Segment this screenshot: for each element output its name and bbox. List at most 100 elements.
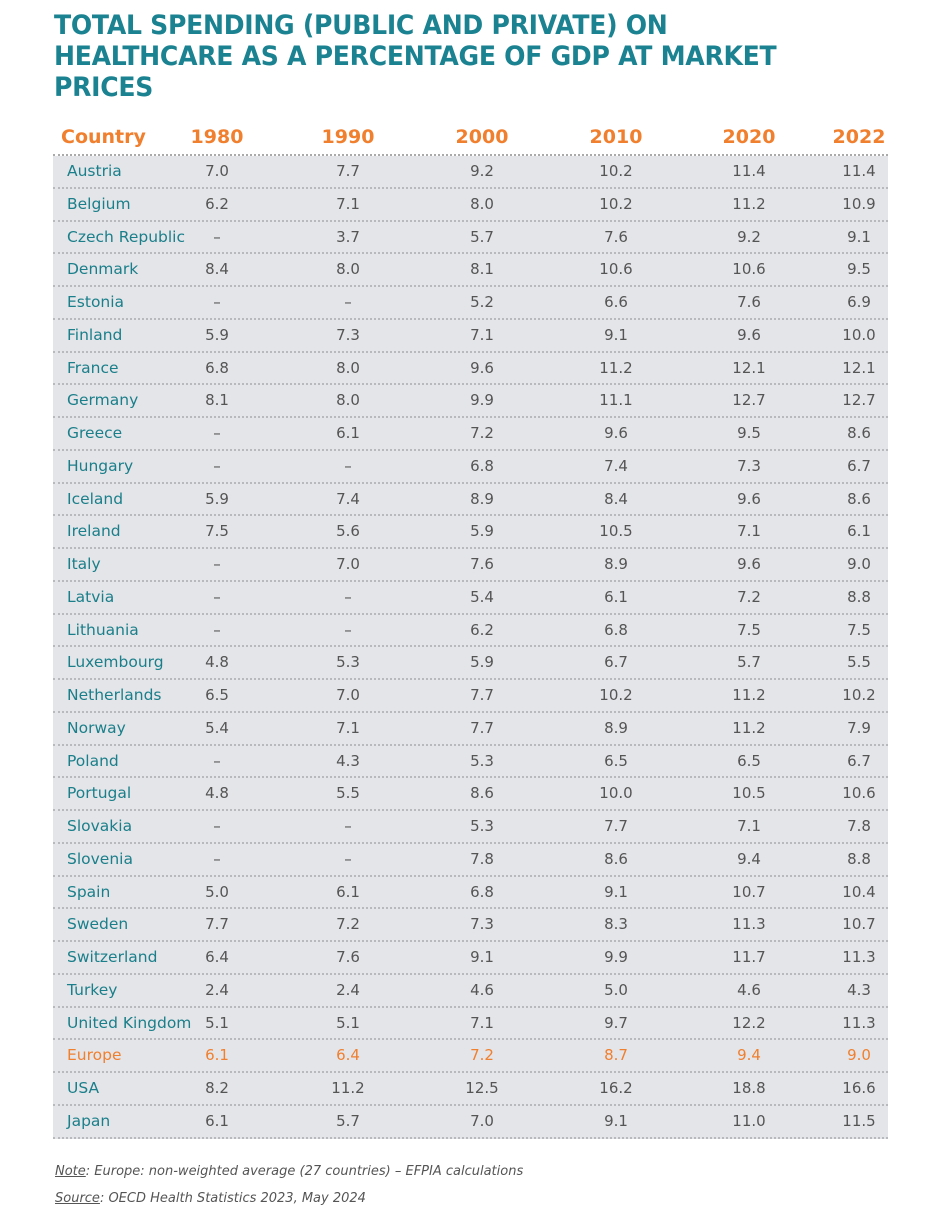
- country-cell: Finland: [67, 325, 123, 344]
- country-cell: Japan: [67, 1111, 111, 1130]
- table-row: Ireland 7.5 5.6 5.9 10.5 7.1 6.1: [53, 516, 888, 549]
- value-cell-2000: 5.3: [470, 751, 494, 770]
- table-row: Poland – 4.3 5.3 6.5 6.5 6.7: [53, 746, 888, 779]
- country-cell: Greece: [67, 424, 123, 442]
- value-cell-2020: 9.6: [737, 555, 761, 573]
- table-row: Norway 5.4 7.1 7.7 8.9 11.2 7.9: [53, 713, 888, 746]
- value-cell-1980: 2.4: [205, 980, 229, 999]
- value-cell-2022: 9.5: [847, 260, 871, 279]
- value-cell-1990: 7.1: [336, 194, 360, 213]
- value-cell-2022: 10.6: [842, 784, 876, 803]
- table-row: Estonia – – 5.2 6.6 7.6 6.9: [53, 287, 888, 320]
- value-cell-1980: 5.9: [205, 489, 229, 508]
- value-cell-2000: 7.7: [470, 686, 494, 704]
- table-row: Finland 5.9 7.3 7.1 9.1 9.6 10.0: [53, 320, 888, 353]
- country-cell: Lithuania: [67, 620, 139, 639]
- value-cell-2020: 9.5: [737, 424, 761, 442]
- table-row: Germany 8.1 8.0 9.9 11.1 12.7 12.7: [53, 385, 888, 418]
- value-cell-2022: 12.1: [842, 358, 876, 377]
- value-cell-2000: 8.0: [470, 194, 494, 213]
- note: Note: Europe: non-weighted average (27 c…: [55, 1158, 523, 1185]
- table-row: Sweden 7.7 7.2 7.3 8.3 11.3 10.7: [53, 909, 888, 942]
- country-cell: Germany: [67, 391, 139, 410]
- country-cell: Spain: [67, 882, 111, 901]
- value-cell-1980: –: [213, 555, 221, 573]
- country-cell: United Kingdom: [67, 1013, 192, 1032]
- value-cell-2010: 8.7: [604, 1046, 628, 1065]
- value-cell-1980: 5.4: [205, 718, 229, 737]
- value-cell-1990: 7.3: [336, 325, 360, 344]
- value-cell-2000: 6.8: [470, 456, 494, 475]
- value-cell-2000: 7.7: [470, 718, 494, 737]
- value-cell-2022: 12.7: [842, 391, 876, 410]
- value-cell-2022: 11.3: [842, 1013, 876, 1032]
- value-cell-1990: 5.6: [336, 522, 360, 541]
- value-cell-2010: 9.6: [604, 424, 628, 442]
- header-country: Country: [61, 126, 146, 148]
- country-cell: Portugal: [67, 784, 132, 803]
- value-cell-1990: –: [344, 587, 352, 606]
- header-2000: 2000: [455, 126, 509, 148]
- value-cell-2000: 9.1: [470, 948, 494, 966]
- value-cell-2020: 9.2: [737, 227, 761, 246]
- value-cell-1980: 6.2: [205, 194, 229, 213]
- value-cell-2000: 5.9: [470, 653, 494, 672]
- note-label: Note: [55, 1164, 86, 1179]
- value-cell-2000: 7.1: [470, 325, 494, 344]
- value-cell-1980: 6.1: [205, 1111, 229, 1130]
- table-row: Switzerland 6.4 7.6 9.1 9.9 11.7 11.3: [53, 942, 888, 975]
- value-cell-1990: 4.3: [336, 751, 360, 770]
- country-cell: France: [67, 358, 119, 377]
- value-cell-1990: 6.4: [336, 1046, 360, 1065]
- value-cell-2010: 10.2: [599, 162, 633, 180]
- value-cell-2020: 4.6: [737, 980, 761, 999]
- value-cell-2020: 12.1: [732, 358, 766, 377]
- value-cell-2020: 9.6: [737, 325, 761, 344]
- country-cell: Ireland: [67, 522, 121, 541]
- value-cell-1980: –: [213, 424, 221, 442]
- table-row: Greece – 6.1 7.2 9.6 9.5 8.6: [53, 418, 888, 451]
- value-cell-1980: 7.7: [205, 915, 229, 934]
- value-cell-2022: 4.3: [847, 980, 871, 999]
- value-cell-2010: 6.6: [604, 293, 628, 311]
- country-cell: Netherlands: [67, 686, 162, 704]
- table-row: Lithuania – – 6.2 6.8 7.5 7.5: [53, 615, 888, 648]
- value-cell-2022: 6.7: [847, 751, 871, 770]
- value-cell-2022: 10.9: [842, 194, 876, 213]
- value-cell-2020: 11.2: [732, 718, 766, 737]
- value-cell-2000: 8.9: [470, 489, 494, 508]
- value-cell-2022: 6.7: [847, 456, 871, 475]
- value-cell-2010: 9.7: [604, 1013, 628, 1032]
- value-cell-2020: 11.2: [732, 686, 766, 704]
- value-cell-2000: 5.7: [470, 227, 494, 246]
- value-cell-1980: –: [213, 849, 221, 868]
- value-cell-2022: 8.6: [847, 424, 871, 442]
- value-cell-1980: 5.9: [205, 325, 229, 344]
- value-cell-2022: 9.0: [847, 1046, 871, 1065]
- country-cell: Latvia: [67, 587, 115, 606]
- table-row: Netherlands 6.5 7.0 7.7 10.2 11.2 10.2: [53, 680, 888, 713]
- value-cell-2000: 4.6: [470, 980, 494, 999]
- value-cell-2010: 10.6: [599, 260, 633, 279]
- country-cell: Estonia: [67, 293, 125, 311]
- table-body: Austria 7.0 7.7 9.2 10.2 11.4 11.4 Belgium 6.2 7.…: [53, 156, 888, 1139]
- value-cell-1990: 7.4: [336, 489, 360, 508]
- value-cell-1980: –: [213, 293, 221, 311]
- country-cell: Austria: [67, 162, 122, 180]
- source: Source: OECD Health Statistics 2023, May…: [55, 1185, 523, 1212]
- value-cell-1980: 7.5: [205, 522, 229, 541]
- value-cell-2000: 5.2: [470, 293, 494, 311]
- value-cell-1990: 8.0: [336, 391, 360, 410]
- value-cell-2010: 6.1: [604, 587, 628, 606]
- value-cell-2000: 7.2: [470, 1046, 494, 1065]
- table-row: Denmark 8.4 8.0 8.1 10.6 10.6 9.5: [53, 254, 888, 287]
- value-cell-2000: 6.2: [470, 620, 494, 639]
- value-cell-1990: 11.2: [331, 1079, 365, 1097]
- note-text: : Europe: non-weighted average (27 count…: [85, 1164, 524, 1179]
- value-cell-2020: 11.0: [732, 1111, 766, 1130]
- value-cell-2022: 9.1: [847, 227, 871, 246]
- country-cell: Luxembourg: [67, 653, 164, 672]
- table-row: Europe 6.1 6.4 7.2 8.7 9.4 9.0: [53, 1040, 888, 1073]
- value-cell-2010: 11.1: [599, 391, 633, 410]
- header-2010: 2010: [589, 126, 643, 148]
